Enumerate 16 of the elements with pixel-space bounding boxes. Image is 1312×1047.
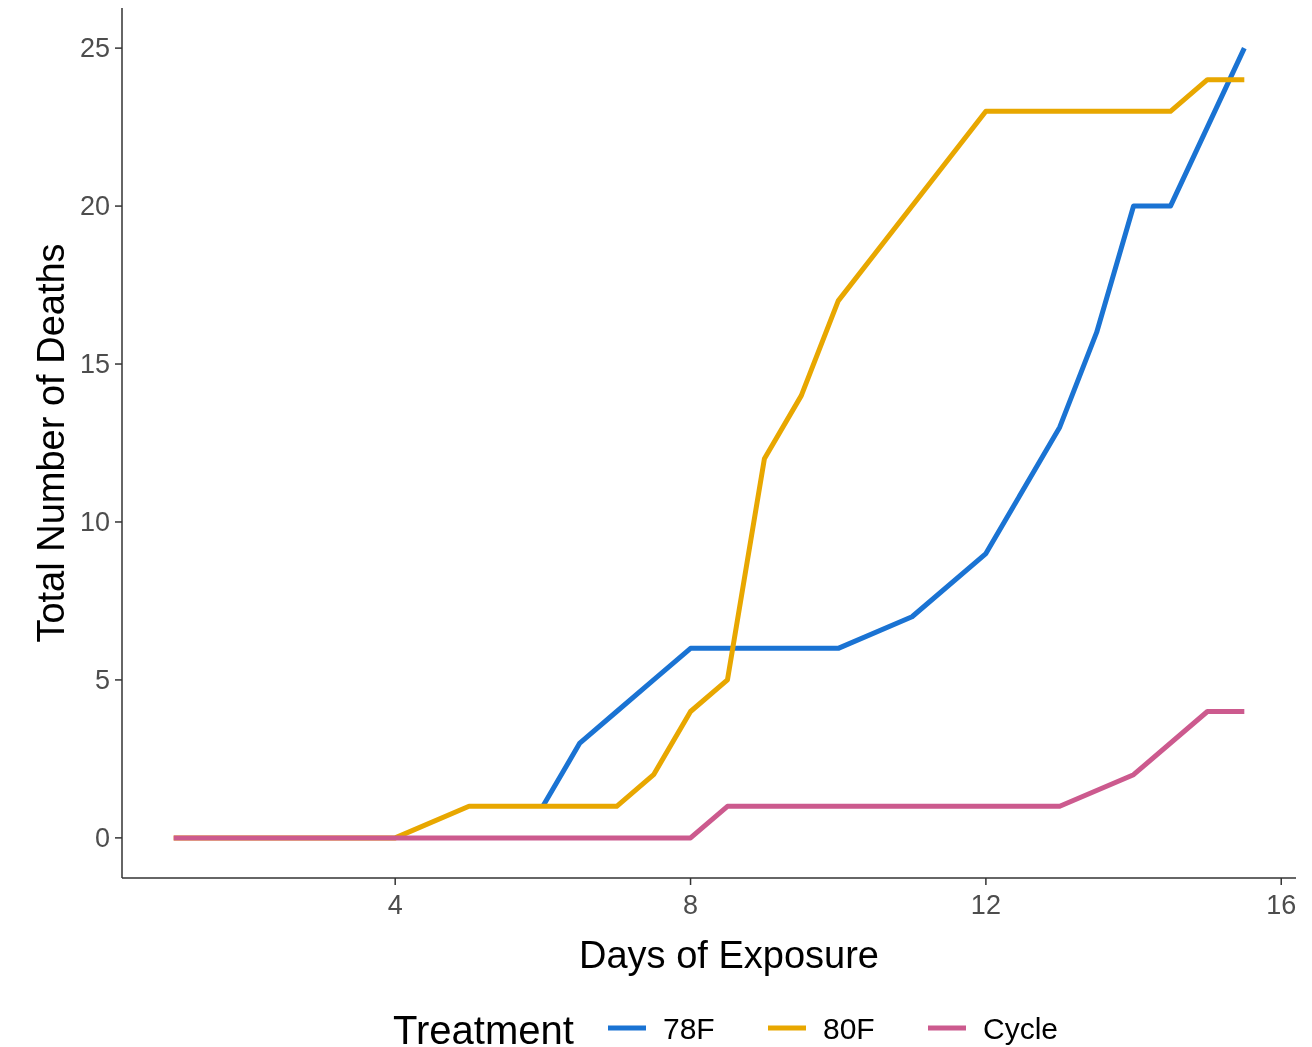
- legend-title: Treatment: [393, 1008, 574, 1047]
- y-tick-label: 15: [79, 349, 110, 380]
- y-tick-label: 5: [94, 664, 110, 695]
- x-tick-label: 4: [387, 890, 403, 920]
- x-tick-label: 16: [1266, 890, 1297, 920]
- legend-label: 78F: [663, 1012, 715, 1045]
- y-tick-label: 0: [94, 822, 110, 853]
- y-tick-label: 10: [79, 506, 110, 537]
- y-axis-title: Total Number of Deaths: [30, 243, 72, 643]
- x-tick-label: 12: [970, 890, 1001, 920]
- x-axis-title: Days of Exposure: [579, 934, 879, 976]
- y-tick-label: 25: [79, 33, 110, 64]
- legend-label: Cycle: [983, 1012, 1059, 1045]
- legend-label: 80F: [823, 1012, 875, 1045]
- x-tick-label: 8: [683, 890, 699, 920]
- y-tick-label: 20: [79, 191, 110, 222]
